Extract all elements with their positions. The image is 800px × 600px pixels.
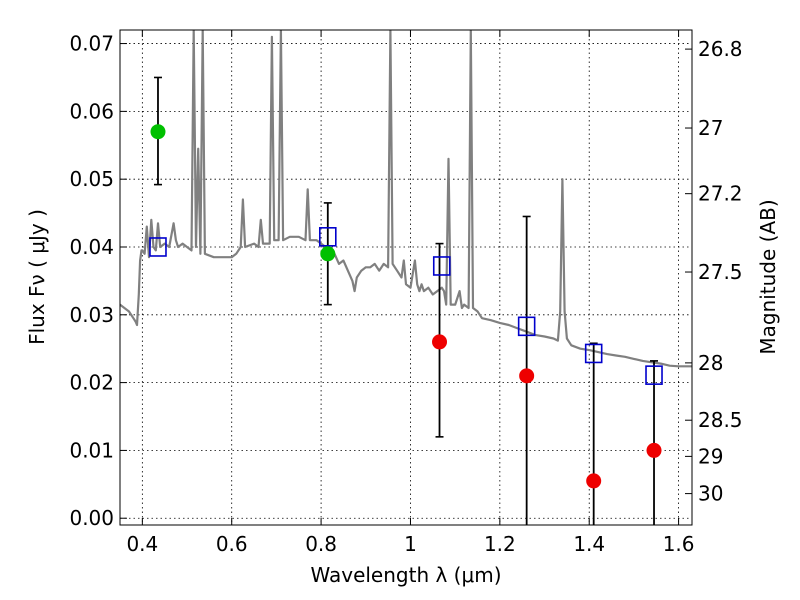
right-tick-label: 27.5 [698, 260, 743, 284]
data-layer [120, 30, 692, 368]
y-tick-label: 0.04 [69, 235, 114, 259]
y-tick-label: 0.05 [69, 167, 114, 191]
right-tick-label: 26.8 [698, 37, 743, 61]
right-tick-label: 28 [698, 351, 723, 375]
model-photometry-box [318, 227, 337, 247]
non-detection-point [432, 334, 448, 350]
right-tick-label: 27.2 [698, 182, 743, 206]
model-photometry-box [517, 316, 536, 337]
detection-point [320, 246, 336, 262]
x-tick-label: 1.4 [573, 532, 605, 556]
detection-point [150, 124, 166, 140]
markers [149, 124, 663, 489]
x-tick-label: 1.6 [663, 532, 695, 556]
y-tick-label: 0.02 [69, 371, 114, 395]
grid [120, 30, 692, 525]
y-tick-label: 0.00 [69, 506, 114, 530]
non-detection-point [519, 368, 535, 384]
model-photometry-box [149, 237, 167, 257]
right-tick-label: 27 [698, 116, 723, 140]
non-detection-point [646, 442, 662, 458]
y-tick-label: 0.01 [69, 438, 114, 462]
y-tick-label: 0.03 [69, 303, 114, 327]
model-photometry-box [432, 256, 451, 276]
y-tick-label: 0.06 [69, 99, 114, 123]
right-tick-label: 30 [698, 482, 723, 506]
right-tick-label: 29 [698, 444, 723, 468]
sed-model-line [120, 30, 692, 368]
y-tick-label: 0.07 [69, 32, 114, 56]
ticks: 0.4 0.6 0.8 1 1.2 1.4 1.6 0.00 0.01 0.02 0.03 0.04 0… [69, 30, 743, 556]
plot-frame [119, 29, 693, 526]
model-photometry-box [584, 343, 603, 364]
y-axis-title: Flux Fν ( μJy ) [25, 209, 49, 345]
x-tick-label: 1 [404, 532, 417, 556]
x-axis-title: Wavelength λ (μm) [310, 563, 501, 587]
non-detection-point [586, 473, 602, 489]
right-tick-label: 28.5 [698, 408, 743, 432]
model-photometry-box [645, 365, 663, 385]
x-tick-label: 0.6 [216, 532, 248, 556]
x-tick-label: 0.4 [126, 532, 158, 556]
x-tick-label: 0.8 [305, 532, 337, 556]
x-tick-label: 1.2 [484, 532, 516, 556]
right-axis-title: Magnitude (AB) [756, 199, 780, 354]
